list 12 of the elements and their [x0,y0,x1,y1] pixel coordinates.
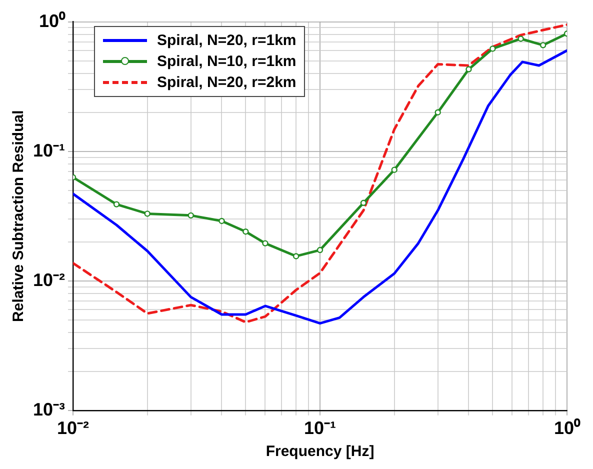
legend-label: Spiral, N=10, r=1km [157,53,296,70]
y-tick-label: 10⁰ [38,10,66,31]
y-tick-label: 10⁻¹ [33,140,66,160]
y-axis-title: Relative Subtraction Residual [10,110,28,322]
legend-label: Spiral, N=20, r=2km [157,74,296,91]
y-tick-label: 10⁻² [33,270,66,290]
x-tick-label: 10⁰ [554,418,582,438]
x-tick-label: 10⁻¹ [304,418,336,438]
x-axis-title: Frequency [Hz] [266,443,374,460]
y-tick-label: 10⁻³ [33,399,66,420]
legend-label: Spiral, N=20, r=1km [157,32,296,49]
x-tick-label: 10⁻² [57,418,90,438]
